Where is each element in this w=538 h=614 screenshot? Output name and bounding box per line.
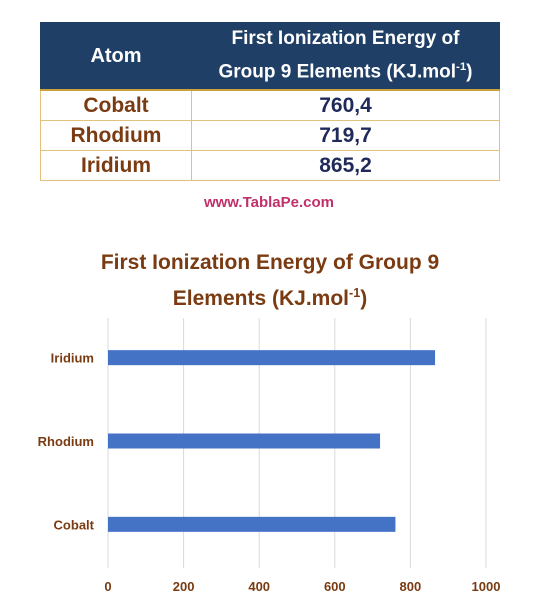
- data-table: Atom First Ionization Energy of Group 9 E…: [40, 22, 500, 181]
- chart-title-line1: First Ionization Energy of Group 9: [100, 251, 440, 274]
- header-energy-line2: Group 9 Elements (KJ.mol: [218, 61, 457, 83]
- table-cell-energy: 760,4: [191, 89, 500, 121]
- bar: [108, 516, 396, 532]
- y-category-label: Iridium: [51, 351, 94, 366]
- y-category-label: Cobalt: [54, 517, 95, 532]
- x-tick-label: 600: [324, 579, 346, 594]
- header-energy-sup: -1: [456, 61, 467, 74]
- table-header-row: Atom First Ionization Energy of Group 9 E…: [40, 22, 500, 91]
- x-tick-label: 200: [173, 579, 195, 594]
- bar: [108, 350, 436, 366]
- header-atom: Atom: [40, 22, 192, 91]
- table-cell-atom: Rhodium: [40, 120, 192, 151]
- bar: [108, 433, 381, 449]
- chart-title-sup: -1: [349, 286, 361, 300]
- header-energy-end: ): [466, 61, 473, 83]
- table-row: Iridium 865,2: [40, 150, 500, 181]
- x-tick-label: 800: [400, 579, 422, 594]
- chart-title-line2: Elements (KJ.mol: [172, 287, 349, 310]
- table-row: Cobalt 760,4: [40, 89, 500, 121]
- table-cell-energy: 865,2: [191, 150, 500, 181]
- watermark: www.TablaPe.com: [203, 194, 335, 211]
- chart-title: First Ionization Energy of Group 9 Elemen…: [60, 248, 480, 314]
- chart-title-end: ): [360, 287, 368, 310]
- x-tick-label: 1000: [472, 579, 501, 594]
- header-energy-line1: First Ionization Energy of: [231, 28, 460, 50]
- x-tick-label: 0: [104, 579, 111, 594]
- x-tick-label: 400: [248, 579, 270, 594]
- table-cell-atom: Cobalt: [40, 89, 192, 121]
- header-energy: First Ionization Energy of Group 9 Elemen…: [191, 22, 500, 91]
- table-row: Rhodium 719,7: [40, 120, 500, 151]
- y-category-label: Rhodium: [38, 434, 94, 449]
